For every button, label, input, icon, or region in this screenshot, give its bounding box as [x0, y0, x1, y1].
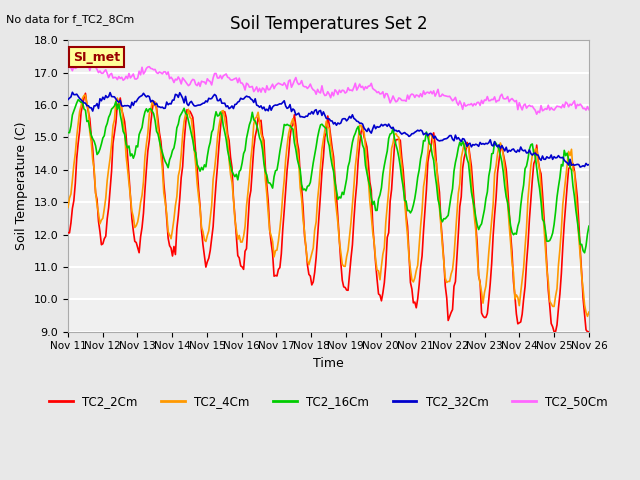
Y-axis label: Soil Temperature (C): Soil Temperature (C): [15, 121, 28, 250]
Legend: TC2_2Cm, TC2_4Cm, TC2_16Cm, TC2_32Cm, TC2_50Cm: TC2_2Cm, TC2_4Cm, TC2_16Cm, TC2_32Cm, TC…: [44, 390, 612, 413]
X-axis label: Time: Time: [313, 357, 344, 370]
Title: Soil Temperatures Set 2: Soil Temperatures Set 2: [230, 15, 428, 33]
Text: No data for f_TC2_8Cm: No data for f_TC2_8Cm: [6, 14, 134, 25]
Text: SI_met: SI_met: [73, 50, 120, 63]
